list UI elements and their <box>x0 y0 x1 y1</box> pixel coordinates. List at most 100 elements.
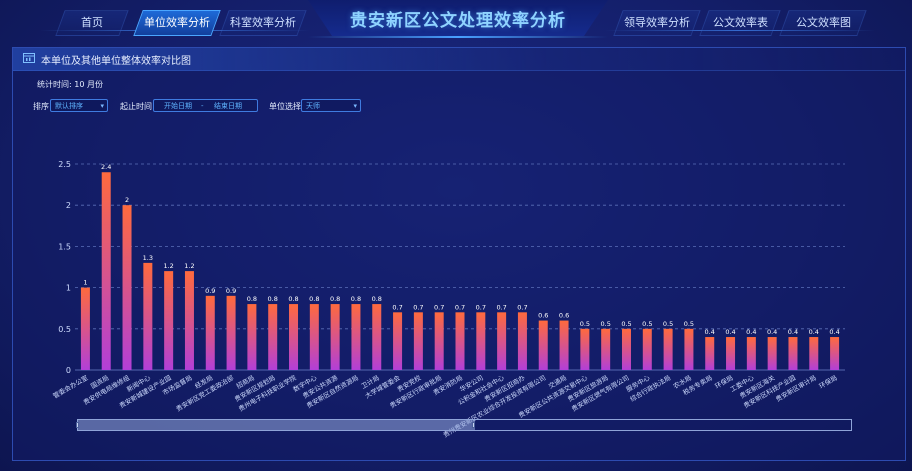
y-tick-label: 1.5 <box>58 242 71 251</box>
sort-label: 排序 <box>33 102 49 111</box>
bar-data-label: 0.7 <box>496 303 506 311</box>
bar[interactable] <box>268 304 278 370</box>
x-tick-label: 环保局 <box>817 373 838 391</box>
bar-data-label: 1.2 <box>184 262 194 270</box>
bar[interactable] <box>746 337 756 370</box>
bar[interactable] <box>226 295 236 370</box>
data-zoom-handle-start[interactable] <box>76 422 79 428</box>
panel-header: 本单位及其他单位整体效率对比图 <box>13 48 905 71</box>
bar-data-label: 0.7 <box>413 303 423 311</box>
tab-department-efficiency[interactable]: 科室效率分析 <box>219 10 307 36</box>
date-start[interactable]: 开始日期 <box>164 102 192 110</box>
bar[interactable] <box>642 328 652 370</box>
bar-data-label: 0.5 <box>580 320 590 328</box>
bar[interactable] <box>767 337 777 370</box>
bar[interactable] <box>247 304 257 370</box>
y-tick-label: 0.5 <box>58 325 71 334</box>
bar-data-label: 0.8 <box>268 295 278 303</box>
data-zoom-handle-end[interactable] <box>472 422 475 428</box>
bar[interactable] <box>476 312 486 370</box>
bar[interactable] <box>80 287 90 370</box>
bar[interactable] <box>601 328 611 370</box>
bar[interactable] <box>455 312 465 370</box>
y-tick-label: 1 <box>66 284 71 293</box>
bar[interactable] <box>580 328 590 370</box>
y-tick-label: 2 <box>66 201 71 210</box>
unit-select[interactable]: 天师 ▾ <box>301 99 361 112</box>
chevron-down-icon: ▾ <box>100 102 104 110</box>
bar[interactable] <box>538 320 548 370</box>
bar[interactable] <box>809 337 819 370</box>
bar-data-label: 0.6 <box>559 312 569 320</box>
bar[interactable] <box>164 271 174 370</box>
unit-select-label: 单位选择 <box>269 102 301 111</box>
date-end[interactable]: 结束日期 <box>214 102 242 110</box>
bar-data-label: 0.9 <box>205 287 215 295</box>
bar[interactable] <box>143 262 153 370</box>
page-title-area: 贵安新区公文处理效率分析 <box>308 0 608 40</box>
data-zoom-slider[interactable] <box>76 419 852 431</box>
bar[interactable] <box>205 295 215 370</box>
bar[interactable] <box>497 312 507 370</box>
y-tick-label: 0 <box>66 366 71 375</box>
bar[interactable] <box>517 312 527 370</box>
bar-data-label: 0.8 <box>309 295 319 303</box>
bar-data-label: 0.8 <box>288 295 298 303</box>
bar[interactable] <box>309 304 319 370</box>
bar-data-label: 0.5 <box>642 320 652 328</box>
bar[interactable] <box>122 205 132 370</box>
bar[interactable] <box>830 337 840 370</box>
panel-title: 本单位及其他单位整体效率对比图 <box>41 56 191 67</box>
bar[interactable] <box>663 328 673 370</box>
chart-panel-icon <box>23 53 35 63</box>
sort-select[interactable]: 默认排序 ▾ <box>50 99 108 112</box>
bar-data-label: 0.5 <box>684 320 694 328</box>
bar[interactable] <box>372 304 382 370</box>
stat-value: 10 月份 <box>74 80 103 89</box>
bar[interactable] <box>726 337 736 370</box>
bar-data-label: 0.4 <box>788 328 798 336</box>
bar[interactable] <box>788 337 798 370</box>
bar-data-label: 0.5 <box>621 320 631 328</box>
top-bar: 首页 单位效率分析 科室效率分析 贵安新区公文处理效率分析 领导效率分析 公文效… <box>0 0 912 42</box>
tab-leader-efficiency[interactable]: 领导效率分析 <box>613 10 701 36</box>
bar[interactable] <box>289 304 299 370</box>
bar-data-label: 0.4 <box>705 328 715 336</box>
bar-data-label: 0.7 <box>517 303 527 311</box>
bar[interactable] <box>434 312 444 370</box>
bar[interactable] <box>351 304 361 370</box>
bar-data-label: 0.8 <box>247 295 257 303</box>
bar[interactable] <box>559 320 569 370</box>
y-tick-label: 2.5 <box>58 160 71 169</box>
bar[interactable] <box>184 271 194 370</box>
date-range-picker[interactable]: 开始日期 - 结束日期 <box>153 99 258 112</box>
bar-data-label: 2 <box>125 196 129 204</box>
bar[interactable] <box>393 312 403 370</box>
bar-data-label: 0.4 <box>809 328 819 336</box>
bar[interactable] <box>413 312 423 370</box>
data-zoom-range[interactable] <box>78 420 475 430</box>
bar-data-label: 0.5 <box>601 320 611 328</box>
tab-unit-efficiency[interactable]: 单位效率分析 <box>133 10 221 36</box>
bar-data-label: 0.9 <box>226 287 236 295</box>
date-range-label: 起止时间 <box>120 102 152 111</box>
bar[interactable] <box>621 328 631 370</box>
bar[interactable] <box>684 328 694 370</box>
bar-data-label: 1.2 <box>163 262 173 270</box>
bar-data-label: 0.7 <box>455 303 465 311</box>
tab-efficiency-table[interactable]: 公文效率表 <box>699 10 781 36</box>
bar-data-label: 0.8 <box>351 295 361 303</box>
chevron-down-icon: ▾ <box>353 102 357 110</box>
bar-data-label: 0.8 <box>330 295 340 303</box>
tab-home[interactable]: 首页 <box>55 10 129 36</box>
date-separator: - <box>201 102 204 110</box>
bar[interactable] <box>705 337 715 370</box>
bar-data-label: 0.4 <box>746 328 756 336</box>
bar-data-label: 0.7 <box>392 303 402 311</box>
bar[interactable] <box>330 304 340 370</box>
tab-efficiency-chart[interactable]: 公文效率图 <box>779 10 867 36</box>
sort-select-value: 默认排序 <box>55 102 83 110</box>
bar-data-label: 0.6 <box>538 312 548 320</box>
bar-data-label: 0.4 <box>725 328 735 336</box>
bar[interactable] <box>101 172 111 370</box>
